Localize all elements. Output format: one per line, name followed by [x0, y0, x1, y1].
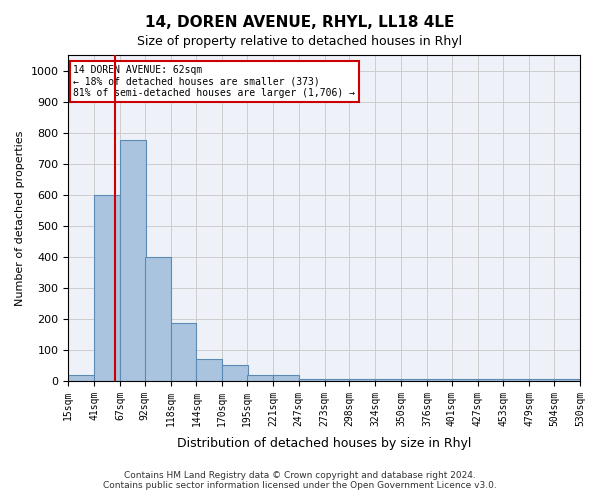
Bar: [222, 366, 248, 381]
Bar: [299, 380, 325, 381]
Bar: [247, 374, 273, 381]
Bar: [452, 380, 478, 381]
Bar: [349, 380, 376, 381]
Bar: [503, 380, 529, 381]
Text: 14 DOREN AVENUE: 62sqm
← 18% of detached houses are smaller (373)
81% of semi-de: 14 DOREN AVENUE: 62sqm ← 18% of detached…: [73, 65, 355, 98]
Bar: [170, 324, 196, 381]
Text: Size of property relative to detached houses in Rhyl: Size of property relative to detached ho…: [137, 35, 463, 48]
Bar: [68, 374, 94, 381]
Bar: [94, 194, 120, 381]
Bar: [478, 380, 503, 381]
Bar: [554, 380, 580, 381]
Text: 14, DOREN AVENUE, RHYL, LL18 4LE: 14, DOREN AVENUE, RHYL, LL18 4LE: [145, 15, 455, 30]
Bar: [376, 380, 401, 381]
Bar: [401, 380, 427, 381]
Bar: [120, 140, 146, 381]
X-axis label: Distribution of detached houses by size in Rhyl: Distribution of detached houses by size …: [177, 437, 472, 450]
Bar: [145, 257, 170, 381]
Bar: [529, 380, 555, 381]
Y-axis label: Number of detached properties: Number of detached properties: [15, 130, 25, 306]
Bar: [273, 374, 299, 381]
Bar: [325, 380, 350, 381]
Bar: [427, 380, 453, 381]
Bar: [196, 359, 222, 381]
Text: Contains HM Land Registry data © Crown copyright and database right 2024.
Contai: Contains HM Land Registry data © Crown c…: [103, 470, 497, 490]
